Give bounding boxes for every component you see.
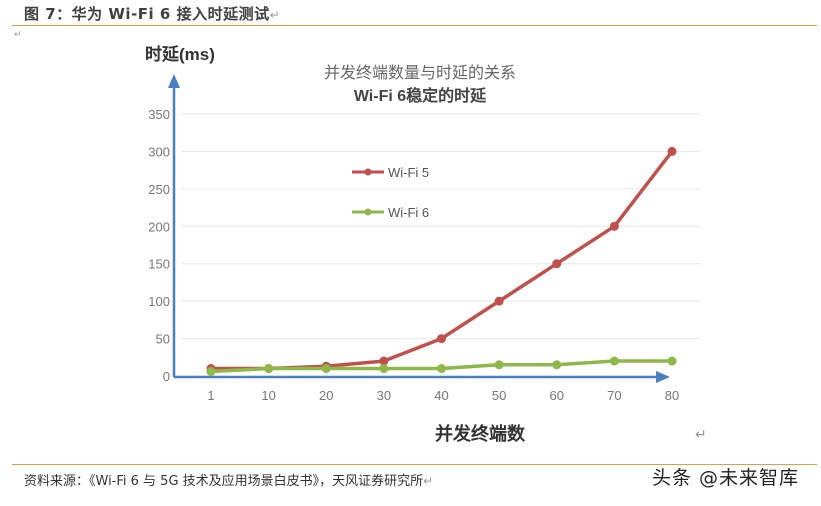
- x-axis-label: 并发终端数: [435, 423, 526, 444]
- x-tick-label: 70: [607, 388, 621, 403]
- y-tick-label: 0: [163, 369, 170, 384]
- y-axis-label: 时延(ms): [145, 44, 215, 64]
- data-point: [264, 364, 274, 374]
- legend-label: Wi-Fi 5: [388, 165, 429, 180]
- y-tick-label: 350: [148, 107, 170, 122]
- data-point: [494, 296, 504, 306]
- data-point: [437, 334, 446, 344]
- x-tick-label: 1: [207, 388, 214, 403]
- title-rule: [12, 25, 817, 26]
- x-tick-label: 20: [319, 388, 333, 403]
- data-point: [494, 360, 504, 370]
- figure-title: 图 7：华为 Wi-Fi 6 接入时延测试↵: [24, 5, 281, 23]
- y-tick-label: 150: [148, 257, 170, 272]
- y-tick-label: 100: [148, 294, 170, 309]
- chart-title: 并发终端数量与时延的关系: [324, 64, 516, 82]
- paragraph-mark-2: ↵: [695, 427, 707, 443]
- source-note: 资料来源：《Wi-Fi 6 与 5G 技术及应用场景白皮书》，天风证券研究所↵: [24, 474, 434, 489]
- data-point: [667, 356, 677, 366]
- y-tick-label: 50: [156, 332, 170, 347]
- x-tick-label: 50: [492, 388, 506, 403]
- chart-subtitle: Wi-Fi 6稳定的时延: [354, 86, 487, 105]
- data-point: [437, 364, 446, 374]
- y-tick-label: 300: [148, 144, 170, 159]
- source-rule: [12, 464, 817, 465]
- data-point: [206, 367, 216, 377]
- paragraph-mark: ↵: [14, 30, 22, 40]
- y-tick-label: 250: [148, 182, 170, 197]
- data-point: [552, 360, 562, 370]
- data-point: [667, 146, 677, 156]
- data-point: [552, 259, 562, 269]
- x-tick-label: 10: [261, 388, 275, 403]
- data-point: [321, 364, 331, 374]
- x-tick-label: 40: [434, 388, 448, 403]
- data-point: [609, 356, 619, 366]
- data-point: [379, 356, 389, 366]
- legend-marker-icon: [364, 168, 372, 176]
- data-point: [609, 221, 619, 231]
- x-tick-label: 60: [550, 388, 564, 403]
- y-axis-arrow-icon: [168, 74, 180, 88]
- x-tick-label: 80: [665, 388, 679, 403]
- data-point: [379, 364, 389, 374]
- legend-label: Wi-Fi 6: [388, 205, 429, 220]
- y-tick-label: 200: [148, 219, 170, 234]
- legend-marker-icon: [364, 208, 372, 216]
- watermark: 头条 @未来智库: [652, 467, 800, 489]
- x-axis-arrow-icon: [656, 371, 670, 383]
- x-tick-label: 30: [377, 388, 391, 403]
